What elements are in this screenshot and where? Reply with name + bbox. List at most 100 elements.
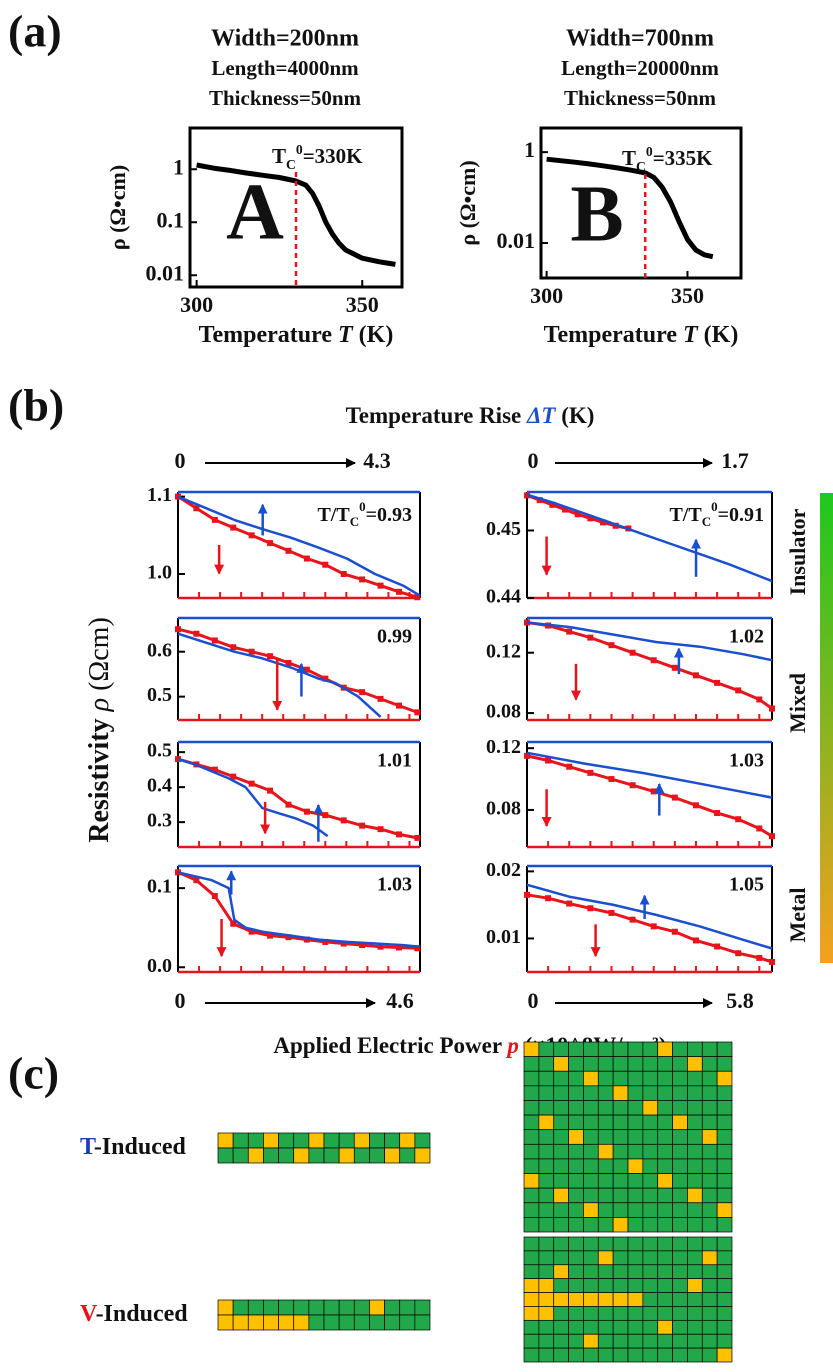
grid-cell [701, 1319, 718, 1335]
grid-cell [701, 1129, 718, 1145]
grid-cell [612, 1056, 629, 1072]
grid-cell [553, 1143, 569, 1160]
grid-cell [642, 1250, 659, 1266]
grid-cell [568, 1158, 584, 1174]
y-tick-label: 0.01 [146, 260, 185, 285]
grid-cell [369, 1132, 385, 1149]
grid-cell [553, 1236, 569, 1252]
grid-cell [568, 1143, 584, 1160]
grid-cell [642, 1085, 659, 1101]
data-line [196, 162, 396, 267]
data-point [566, 763, 573, 770]
phase-label: Mixed [785, 673, 810, 733]
data-point [211, 516, 218, 523]
grid-cell [263, 1299, 279, 1316]
data-point [359, 822, 366, 829]
grid-cell [642, 1114, 659, 1131]
grid-cell [523, 1333, 540, 1349]
grid-cell [399, 1147, 416, 1164]
axis-title-part: Resistivity [84, 711, 115, 842]
annotation-part: =0.91 [718, 504, 764, 526]
grid-cell [583, 1202, 599, 1218]
grid-cell [672, 1347, 688, 1363]
data-point [608, 642, 615, 649]
data-point [756, 954, 763, 961]
grid-cell [538, 1319, 555, 1335]
data-point [756, 696, 763, 703]
grid-cell [627, 1056, 644, 1072]
data-line [526, 621, 773, 662]
grid-cell [338, 1147, 355, 1164]
grid-cell [523, 1129, 540, 1145]
grid-cell [672, 1056, 688, 1072]
y-tick-label: 0.44 [486, 586, 521, 608]
grid-cell [263, 1147, 279, 1164]
grid-cell [716, 1333, 733, 1349]
grid-cell [701, 1250, 718, 1266]
grid-cell [523, 1202, 540, 1218]
data-line [177, 757, 418, 840]
grid-cell [263, 1314, 279, 1331]
annotation: 0.99 [377, 626, 412, 648]
grid-cell [293, 1147, 310, 1164]
data-point [322, 938, 329, 945]
grid-cell [538, 1250, 555, 1266]
grid-cell [553, 1347, 569, 1363]
data-line [177, 757, 329, 838]
phase-label: Metal [785, 888, 810, 943]
grid-cell [523, 1306, 540, 1321]
data-point [230, 524, 237, 531]
grid-cell [657, 1143, 673, 1160]
panel-label: (c) [8, 1048, 59, 1099]
grid-cell [523, 1347, 540, 1363]
x-axis-title: Temperature T (K) [199, 322, 394, 348]
grid-cell [612, 1306, 629, 1321]
grid-cell [627, 1143, 644, 1160]
grid-cell [217, 1147, 234, 1164]
grid-cell [293, 1132, 310, 1149]
data-point [377, 695, 384, 702]
grid-cell [568, 1319, 584, 1335]
row-text: -Induced [94, 1134, 187, 1160]
plot-frame [188, 126, 404, 289]
grid-cell [247, 1132, 264, 1149]
data-point [248, 532, 255, 539]
grid-cell [687, 1100, 703, 1116]
grid-cell [568, 1056, 584, 1072]
grid-cell [523, 1114, 540, 1131]
grid-cell [583, 1041, 599, 1057]
grid-cell [384, 1299, 401, 1316]
grid-cell [323, 1132, 340, 1149]
grid-cell [414, 1314, 431, 1331]
data-point [769, 833, 775, 840]
sample-spec: Length=20000nm [561, 56, 719, 80]
grid-cell [657, 1114, 673, 1131]
grid-cell [701, 1202, 718, 1218]
grid-cell [338, 1314, 355, 1331]
scale-end: 4.6 [386, 988, 414, 1013]
grid-cell [612, 1085, 629, 1101]
sample-letter: A [226, 168, 284, 256]
grid-cell [523, 1158, 540, 1174]
grid-cell [538, 1173, 555, 1189]
grid-cell [716, 1217, 733, 1233]
data-point [285, 547, 292, 554]
grid-cell [612, 1347, 629, 1363]
y-tick-label: 0.5 [147, 684, 172, 706]
data-point [377, 826, 384, 833]
data-point [671, 928, 678, 935]
grid-cell [568, 1217, 584, 1233]
data-point [285, 801, 292, 808]
grid-cell [612, 1236, 629, 1252]
axis-title-part: ρ [84, 698, 115, 712]
grid-cell [538, 1129, 555, 1145]
y-tick-label: 0.01 [486, 926, 521, 948]
data-point [175, 626, 181, 633]
data-point [303, 936, 310, 943]
grid-cell [523, 1070, 540, 1087]
grid-cell [384, 1132, 401, 1149]
x-axis-title: Temperature T (K) [544, 322, 739, 348]
grid-cell [687, 1250, 703, 1266]
grid-cell [538, 1236, 555, 1252]
